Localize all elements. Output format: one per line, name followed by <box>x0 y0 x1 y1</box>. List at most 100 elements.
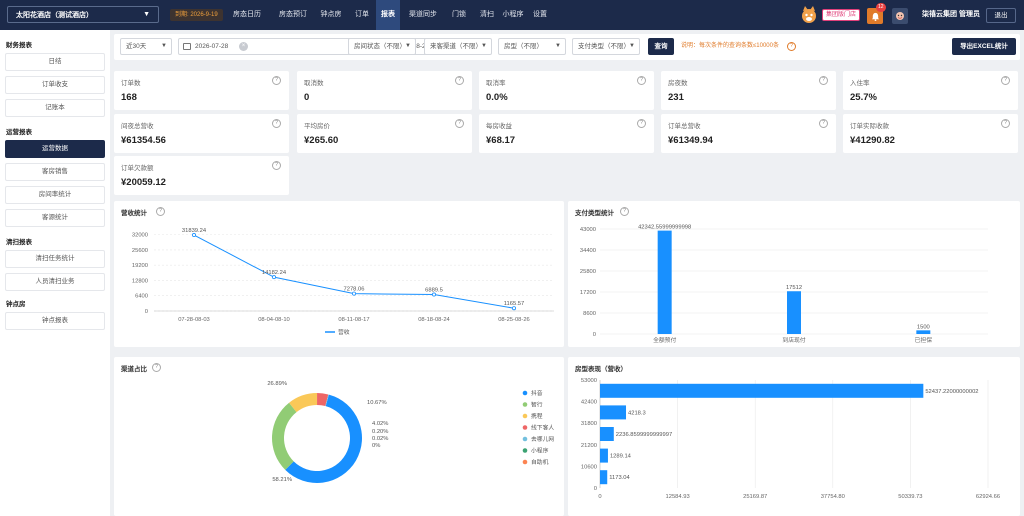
legend-swatch <box>522 459 528 465</box>
sidebar-item[interactable]: 人员清扫业务 <box>5 273 105 291</box>
chevron-down-icon: ▼ <box>405 43 411 49</box>
bar[interactable] <box>787 291 801 334</box>
expire-badge: 到期: 2026-9-19 <box>170 9 223 21</box>
chevron-down-icon: ▼ <box>143 11 150 18</box>
y-tick-label: 0 <box>594 486 597 492</box>
pie-slice[interactable] <box>272 402 297 470</box>
sidebar-item[interactable]: 清扫任务统计 <box>5 250 105 268</box>
query-hint: 说明：每次条件的查询条数≤10000条 <box>681 43 779 49</box>
nav-item-2[interactable]: 钟点房 <box>320 11 342 18</box>
stat-label: 订单数 <box>121 80 141 87</box>
data-point[interactable] <box>351 291 356 296</box>
date-range-select[interactable]: 近30天 ▼ <box>120 38 172 55</box>
y-tick-label: 10600 <box>581 464 597 470</box>
stat-label: 每房收益 <box>486 123 512 130</box>
roomtype-hbar-chart: 0 12584.93 25169.87 37754.80 50339.73 62924.6… <box>581 378 1000 500</box>
question-icon: ? <box>637 119 646 128</box>
hotel-selector[interactable]: 太阳花酒店（测试酒店） ▼ <box>7 6 159 23</box>
bar[interactable] <box>600 470 608 485</box>
sidebar-item[interactable]: 钟点报表 <box>5 312 105 330</box>
y-tick-label: 43000 <box>580 227 596 233</box>
pie-slice[interactable] <box>317 393 329 407</box>
bar[interactable] <box>916 330 931 334</box>
channel-pie-chart: 58.21% 26.89% 10.67% 4.02% 0.20%0.02%0% 抖音智行携… <box>267 381 554 483</box>
stat-card: 订单总营收 ¥61349.94? <box>661 114 836 153</box>
bell-icon[interactable] <box>867 8 883 24</box>
nav-item-7[interactable]: 清扫 <box>480 11 494 18</box>
nav-item-0[interactable]: 房态日历 <box>233 11 261 18</box>
hotel-name: 太阳花酒店（测试酒店） <box>16 11 93 19</box>
logout-button[interactable]: 退出 <box>986 8 1016 23</box>
room-type-select[interactable]: 房型（不限） ▼ <box>498 38 566 55</box>
group-store-button[interactable]: 集团版门店 <box>822 9 861 21</box>
stat-card: 取消数 0? <box>297 71 472 110</box>
sidebar-item[interactable]: 运营数据 <box>5 140 105 158</box>
data-point[interactable] <box>271 275 276 280</box>
channel-select[interactable]: 来客渠道（不限） ▼ <box>424 38 492 55</box>
bar[interactable] <box>657 230 672 334</box>
roomtype-chart-panel: 房型表现（营收） 0 12584.93 25169.87 37754.80 50339.… <box>568 357 1020 516</box>
stat-card: 订单实际收款 ¥41290.82? <box>843 114 1018 153</box>
nav-item-8[interactable]: 小程序 <box>502 11 524 18</box>
nav-item-6[interactable]: 门锁 <box>452 11 466 18</box>
pie-slice[interactable] <box>289 393 318 413</box>
legend-label: 携程 <box>531 412 543 420</box>
sidebar-item[interactable]: 记账本 <box>5 99 105 117</box>
sidebar-item[interactable]: 客源统计 <box>5 209 105 227</box>
nav-item-4[interactable]: 报表 <box>376 0 400 30</box>
bar[interactable] <box>600 448 608 463</box>
data-label: 1173.04 <box>609 475 630 481</box>
nav-item-5[interactable]: 渠道同步 <box>409 11 437 18</box>
pie-slice[interactable] <box>325 394 329 407</box>
question-icon: ? <box>1001 119 1010 128</box>
nav-item-9[interactable]: 设置 <box>533 11 547 18</box>
export-excel-button[interactable]: 导出EXCEL统计 <box>952 38 1016 55</box>
data-label: 4218.3 <box>628 410 646 416</box>
y-tick-label: 21200 <box>581 443 597 449</box>
sidebar-item[interactable]: 客房销售 <box>5 163 105 181</box>
face-icon[interactable] <box>892 8 908 24</box>
stat-label: 间夜总营收 <box>121 123 154 130</box>
bar[interactable] <box>600 427 614 441</box>
data-point[interactable] <box>431 292 436 297</box>
nav-item-3[interactable]: 订单 <box>355 11 369 18</box>
stat-card: 订单欠款额 ¥20059.12? <box>114 156 289 195</box>
legend-swatch <box>522 402 528 407</box>
stat-card: 订单数 168? <box>114 71 289 110</box>
stat-value: ¥61354.56 <box>121 135 166 146</box>
nav-item-1[interactable]: 房态预订 <box>279 11 307 18</box>
bar[interactable] <box>600 405 627 420</box>
room-status-select[interactable]: 房间状态（不限） ▼ <box>348 38 416 55</box>
stat-value: 0 <box>304 92 310 103</box>
x-tick-label: 07-28-08-03 <box>178 317 210 323</box>
legend-label: 自助机 <box>531 458 549 466</box>
chart-title: 支付类型统计 <box>575 210 614 217</box>
data-label: 42342.55999999998 <box>638 225 691 231</box>
stat-card: 房夜数 231? <box>661 71 836 110</box>
data-point[interactable] <box>192 233 197 238</box>
legend-label: 线下客人 <box>531 424 554 432</box>
x-tick-label: 08-11-08-17 <box>338 317 369 323</box>
sidebar-group-title: 财务报表 <box>6 42 32 49</box>
sidebar-item[interactable]: 房间率统计 <box>5 186 105 204</box>
data-label: 58.21% <box>272 477 292 483</box>
sidebar-item[interactable]: 订单收支 <box>5 76 105 94</box>
payment-select[interactable]: 支付类型（不限） ▼ <box>572 38 640 55</box>
chevron-down-icon: ▼ <box>481 43 487 49</box>
start-date-input[interactable]: 2026-07-28 × <box>178 38 364 55</box>
x-tick-label: 12584.93 <box>666 494 690 500</box>
query-button[interactable]: 查询 <box>648 38 674 55</box>
user-label[interactable]: 柒禧云集团 管理员 <box>922 11 980 18</box>
pie-slice[interactable] <box>285 394 363 483</box>
bar[interactable] <box>600 383 924 398</box>
sidebar-item[interactable]: 日结 <box>5 53 105 71</box>
sidebar: 财务报表 日结 订单收支 记账本 运营报表 运营数据 客房销售 房间率统计 客源统计 清扫报表 清扫… <box>0 30 110 516</box>
y-tick-label: 17200 <box>580 290 596 296</box>
data-point[interactable] <box>511 306 516 311</box>
top-navigation-bar: 太阳花酒店（测试酒店） ▼ 到期: 2026-9-19 房态日历 房态预订 钟点房 订… <box>0 0 1024 30</box>
question-icon: ? <box>620 207 629 216</box>
stat-label: 入住率 <box>850 80 870 87</box>
x-tick-label: 50339.73 <box>898 494 922 500</box>
question-icon: ? <box>1001 76 1010 85</box>
clear-start-date-icon[interactable]: × <box>239 42 248 51</box>
